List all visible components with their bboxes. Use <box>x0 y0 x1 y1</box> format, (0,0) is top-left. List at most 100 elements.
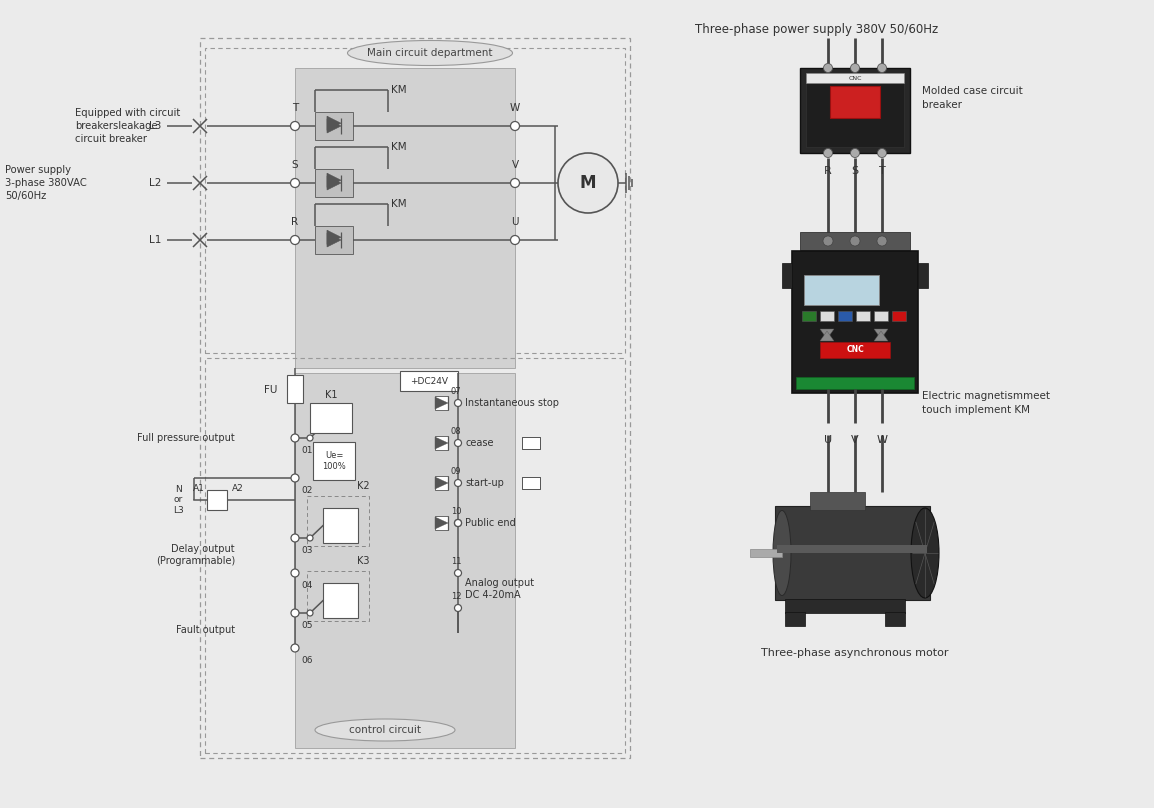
Circle shape <box>291 534 299 542</box>
Text: L1: L1 <box>149 235 162 245</box>
Bar <box>810 492 866 510</box>
Ellipse shape <box>347 40 512 65</box>
Text: 08: 08 <box>451 427 462 436</box>
Bar <box>435 516 448 530</box>
Circle shape <box>850 236 860 246</box>
Bar <box>522 477 540 489</box>
Bar <box>522 437 540 449</box>
Bar <box>435 436 448 450</box>
Text: CNC: CNC <box>846 346 864 355</box>
Text: Three-phase asynchronous motor: Three-phase asynchronous motor <box>762 648 949 658</box>
Circle shape <box>510 235 519 245</box>
Text: U: U <box>824 435 832 445</box>
Circle shape <box>291 121 300 131</box>
Text: S: S <box>292 160 299 170</box>
Text: K2: K2 <box>357 481 369 491</box>
Text: Full pressure output: Full pressure output <box>137 433 235 443</box>
Bar <box>522 477 540 489</box>
Text: Equipped with circuit
breakersleakage
circuit breaker: Equipped with circuit breakersleakage ci… <box>75 108 180 144</box>
Text: Power supply
3-phase 380VAC
50/60Hz: Power supply 3-phase 380VAC 50/60Hz <box>5 165 87 201</box>
Circle shape <box>850 64 860 73</box>
Text: 03: 03 <box>301 546 313 555</box>
Text: 11: 11 <box>451 557 462 566</box>
Text: KM: KM <box>391 142 406 152</box>
Bar <box>804 275 879 305</box>
Text: A1: A1 <box>193 484 205 493</box>
Polygon shape <box>435 517 448 529</box>
Circle shape <box>291 474 299 482</box>
Bar <box>207 490 227 510</box>
Bar <box>892 311 906 321</box>
Circle shape <box>291 179 300 187</box>
Circle shape <box>307 610 313 616</box>
Bar <box>522 437 540 449</box>
Polygon shape <box>327 119 340 133</box>
Text: cease: cease <box>465 438 494 448</box>
Polygon shape <box>820 329 834 339</box>
Text: +DC24V: +DC24V <box>410 377 448 385</box>
Text: M: M <box>579 174 597 192</box>
Polygon shape <box>435 437 448 449</box>
Bar <box>800 68 911 153</box>
Bar <box>307 571 369 621</box>
Circle shape <box>291 434 299 442</box>
Circle shape <box>455 520 462 527</box>
Text: FU: FU <box>263 385 277 395</box>
Bar <box>200 38 630 758</box>
Circle shape <box>877 64 886 73</box>
Bar <box>315 112 353 140</box>
Text: Delay output
(Programmable): Delay output (Programmable) <box>156 544 235 566</box>
Bar <box>820 342 890 358</box>
Bar <box>775 506 930 600</box>
Text: Electric magnetismmeet
touch implement KM: Electric magnetismmeet touch implement K… <box>922 391 1050 415</box>
Text: 06: 06 <box>301 656 313 665</box>
Polygon shape <box>327 230 340 244</box>
Text: 02: 02 <box>301 486 313 495</box>
Text: start-up: start-up <box>465 478 504 488</box>
Circle shape <box>291 235 300 245</box>
Circle shape <box>850 149 860 158</box>
Bar <box>805 74 904 147</box>
Circle shape <box>824 64 832 73</box>
Bar <box>782 263 792 288</box>
Circle shape <box>877 149 886 158</box>
Text: U: U <box>511 217 519 227</box>
Polygon shape <box>327 173 340 187</box>
Bar <box>856 311 870 321</box>
Bar <box>777 545 927 553</box>
Text: 09: 09 <box>451 467 462 476</box>
Polygon shape <box>874 331 887 341</box>
Text: Fault output: Fault output <box>175 625 235 635</box>
Bar <box>796 377 914 389</box>
Circle shape <box>291 609 299 617</box>
Bar <box>313 442 355 480</box>
Text: W: W <box>877 435 887 445</box>
Text: V: V <box>852 435 859 445</box>
Bar <box>820 311 834 321</box>
Text: Main circuit department: Main circuit department <box>367 48 493 58</box>
Text: N
or
L3: N or L3 <box>173 485 183 515</box>
Bar <box>323 583 358 618</box>
Circle shape <box>455 399 462 406</box>
Text: R: R <box>824 166 832 176</box>
Bar <box>307 496 369 546</box>
Bar <box>310 403 352 433</box>
Circle shape <box>455 520 462 527</box>
Bar <box>785 599 905 613</box>
Bar <box>205 358 625 753</box>
Circle shape <box>455 479 462 486</box>
Circle shape <box>291 569 299 577</box>
Circle shape <box>510 121 519 131</box>
Text: 05: 05 <box>301 621 313 630</box>
Text: Public end: Public end <box>465 518 516 528</box>
Text: KM: KM <box>391 199 406 209</box>
Bar <box>315 226 353 254</box>
Circle shape <box>307 435 313 441</box>
Text: L3: L3 <box>149 121 162 131</box>
Bar <box>917 263 928 288</box>
Bar <box>785 612 805 626</box>
Text: 04: 04 <box>301 581 313 590</box>
Bar <box>287 375 304 403</box>
Text: 01: 01 <box>301 446 313 455</box>
Ellipse shape <box>773 511 790 595</box>
